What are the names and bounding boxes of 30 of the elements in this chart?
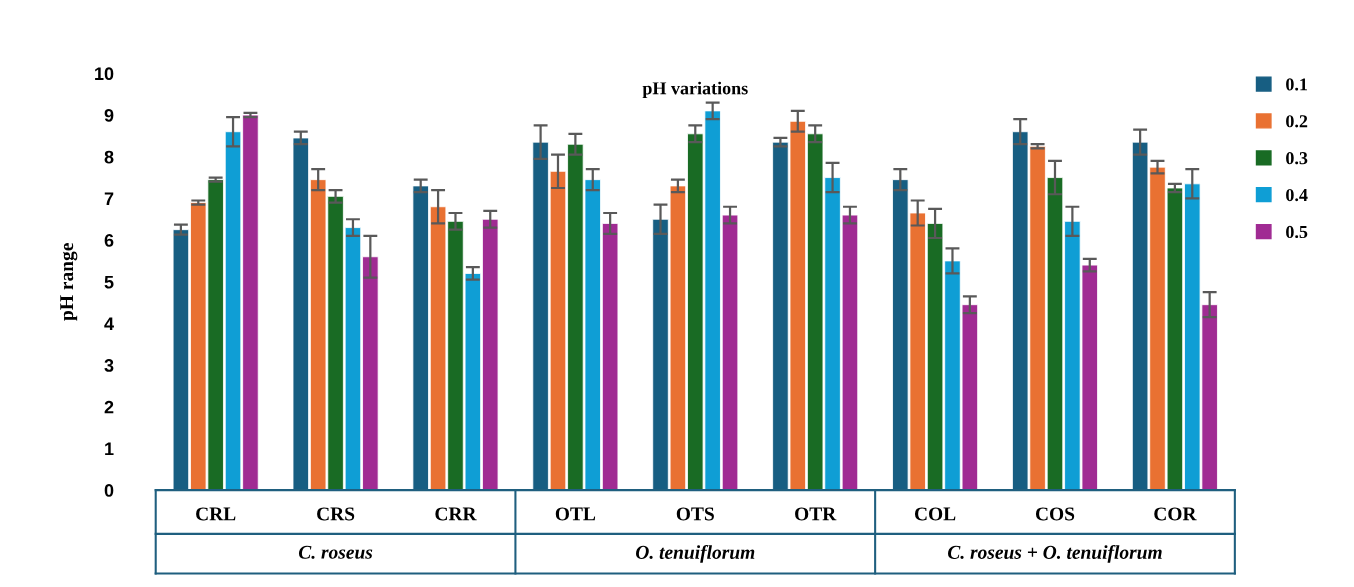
legend-label: 0.3: [1286, 152, 1308, 165]
x-tick-label: OTS: [676, 507, 714, 521]
y-tick-label: 7: [104, 192, 114, 205]
x-tick-label: CRS: [317, 507, 355, 521]
legend-label: 0.4: [1286, 188, 1308, 202]
y-tick-label: 10: [95, 67, 114, 81]
legend-label: 0.2: [1286, 115, 1308, 128]
x-tick-label: OTR: [795, 507, 837, 521]
x-tick-label: CRR: [435, 507, 477, 521]
x-tick-label: COL: [914, 507, 956, 521]
text: C. roseus + O. tenuiflorum: [948, 545, 1162, 563]
x-tick-label: CRL: [196, 507, 236, 521]
y-tick-label: 4: [104, 317, 114, 330]
text: C. roseus: [298, 545, 373, 559]
y-tick-label: 2: [104, 400, 114, 414]
y-tick-label: 8: [104, 150, 114, 164]
y-tick-label: 5: [104, 275, 114, 289]
text: O. tenuiflorum: [636, 545, 755, 563]
y-tick-label: 0: [104, 484, 114, 497]
y-tick-label: 3: [104, 359, 114, 372]
x-tick-label: COR: [1154, 507, 1197, 521]
legend-label: 0.1: [1286, 78, 1308, 91]
x-tick-label: OTL: [555, 507, 596, 521]
y-tick-label: 6: [104, 234, 114, 247]
y-tick-label: 1: [105, 442, 114, 456]
chart-title: pH variations: [642, 81, 748, 99]
x-tick-label: COS: [1035, 507, 1075, 521]
y-tick-label: 9: [104, 108, 114, 122]
legend-label: 0.5: [1286, 225, 1308, 239]
y-axis-title: pH range: [60, 243, 78, 321]
